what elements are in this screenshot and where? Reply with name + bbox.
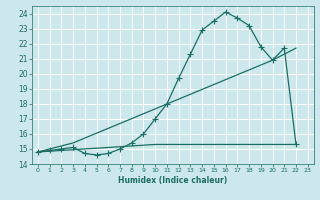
X-axis label: Humidex (Indice chaleur): Humidex (Indice chaleur)	[118, 176, 228, 185]
